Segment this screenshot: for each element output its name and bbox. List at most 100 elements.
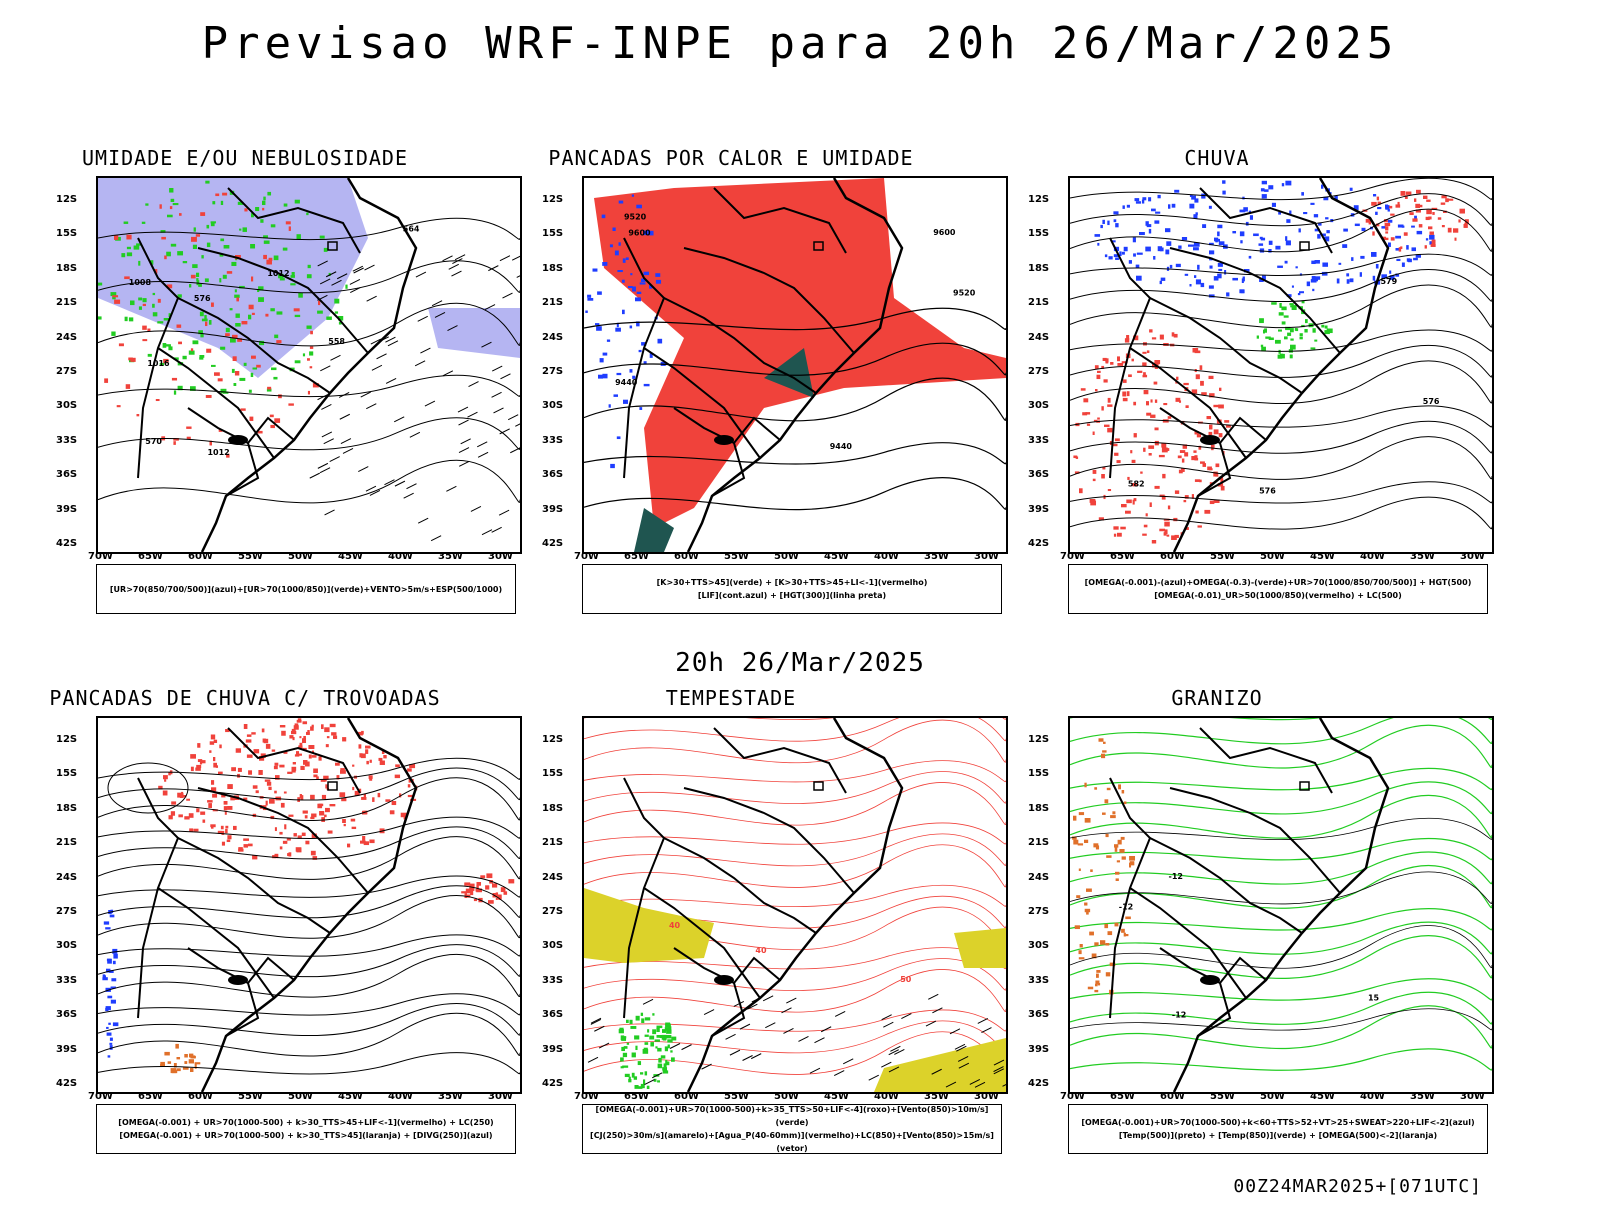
humidity-green-contour [138, 261, 140, 266]
page-title: Previsao WRF-INPE para 20h 26/Mar/2025 [0, 18, 1600, 69]
rain-red-area [1168, 506, 1170, 510]
wind-vector [372, 365, 382, 370]
thunderstorm-red-area [408, 784, 411, 787]
geopotential-contour [1070, 421, 1492, 453]
humidity-green-contour [177, 251, 183, 255]
omega-blue-area [1160, 248, 1164, 252]
thunderstorm-red-area [280, 725, 285, 727]
contour-label: 558 [328, 337, 345, 346]
thickness-red-contour [294, 308, 300, 311]
thunderstorm-red-area [319, 811, 324, 815]
omega-orange-area [1105, 943, 1109, 946]
omega-blue-area [1311, 261, 1315, 264]
omega-blue-area [1275, 246, 1280, 250]
wind-vector [751, 1054, 761, 1059]
longitude-tick-label: 40W [1360, 551, 1385, 562]
wind-vector [459, 448, 469, 453]
humidity-green-contour [283, 248, 288, 251]
wind-850-green-area [630, 1020, 633, 1024]
rain-red-area [1117, 533, 1122, 537]
wind-850-green-area [634, 1076, 637, 1079]
thunderstorm-red-area [279, 765, 284, 768]
thunderstorm-red-area [247, 734, 252, 737]
humidity-green-contour [243, 227, 247, 232]
lifted-index-contour [630, 369, 633, 373]
omega-blue-area [1285, 236, 1287, 241]
rain-red-area [1083, 398, 1088, 402]
wind-vector [471, 506, 481, 511]
wind-850-green-area [665, 1023, 670, 1027]
omega-blue-area [1402, 263, 1405, 267]
wind-vector [814, 1038, 824, 1043]
rain-red-area [1147, 350, 1149, 353]
thunderstorm-red-area [214, 740, 217, 743]
thunderstorm-orange-area [190, 1068, 193, 1072]
humidity-green-contour [220, 239, 224, 242]
wind-vector [469, 382, 479, 387]
lifted-index-contour [639, 350, 642, 352]
rain-red-area [1168, 416, 1172, 419]
omega-blue-area [1139, 232, 1145, 235]
thickness-red-contour [236, 298, 239, 302]
humidity-green-contour [200, 334, 203, 337]
rain-red-area [1154, 382, 1158, 385]
humidity-green-contour [335, 311, 338, 313]
omega-green-area [1275, 340, 1281, 344]
legend-line: [K>30+TTS>45](verde) + [K>30+TTS>45+LI<-… [583, 576, 1001, 589]
rain-red-area [1184, 500, 1187, 502]
rain-red-area [1149, 329, 1152, 332]
latitude-tick-label: 24S [542, 872, 563, 883]
humidity-green-contour [211, 222, 215, 226]
thunderstorm-red-area [390, 810, 395, 814]
legend-line: [LIF](cont.azul) + [HGT(300)](linha pret… [583, 589, 1001, 602]
wind-850-green-area [627, 1043, 629, 1045]
omega-orange-area [1112, 811, 1115, 814]
thunderstorm-red-area [361, 797, 366, 800]
wind-850-green-area [620, 1057, 624, 1061]
omega-orange-area [1115, 847, 1118, 852]
humidity-green-contour [127, 247, 131, 249]
omega-blue-area [1373, 194, 1376, 196]
thickness-red-contour [250, 417, 254, 421]
divergence-blue-area [107, 1033, 112, 1036]
omega-blue-area [1145, 247, 1151, 252]
contour-label: 576 [1259, 486, 1276, 495]
wind-850-green-area [635, 1046, 637, 1050]
rain-red-area [1090, 501, 1096, 506]
omega-blue-area [1097, 243, 1099, 246]
contour-label: 579 [1380, 277, 1397, 286]
wind-vector [320, 468, 330, 473]
longitude-tick-label: 40W [1360, 1091, 1385, 1102]
humidity-green-contour [297, 234, 301, 239]
omega-orange-area [1078, 843, 1083, 845]
wind-vector [451, 271, 461, 276]
omega-blue-area [1240, 210, 1246, 213]
omega-blue-area [1147, 224, 1152, 227]
wind-850-green-area [632, 1053, 636, 1058]
divergence-blue-area [108, 1055, 111, 1057]
lifted-index-contour [587, 298, 593, 301]
rain-red-area [1127, 391, 1130, 396]
rain-red-area [1152, 540, 1156, 544]
humidity-green-contour [221, 201, 223, 205]
thunderstorm-red-area [196, 808, 199, 812]
rain-red-area [1144, 525, 1148, 528]
rain-red-area [1226, 425, 1231, 427]
precipitable-water-contour [584, 718, 1006, 741]
wind-vector [704, 1010, 714, 1015]
rain-red-area [1200, 381, 1204, 386]
thickness-red-contour [170, 206, 172, 209]
divergence-blue-area [110, 1038, 113, 1041]
humidity-green-contour [235, 289, 237, 292]
omega-blue-area [1196, 212, 1198, 215]
rain-red-area [1107, 428, 1112, 433]
thunderstorm-red-area [224, 801, 228, 805]
thunderstorm-red-area [309, 755, 312, 759]
omega-orange-area [1089, 932, 1094, 936]
federal-district-mark [814, 782, 823, 790]
omega-blue-area [1100, 225, 1103, 228]
rain-red-area [1176, 377, 1178, 380]
rain-red-area [1194, 455, 1197, 459]
omega-blue-area [1193, 247, 1199, 250]
